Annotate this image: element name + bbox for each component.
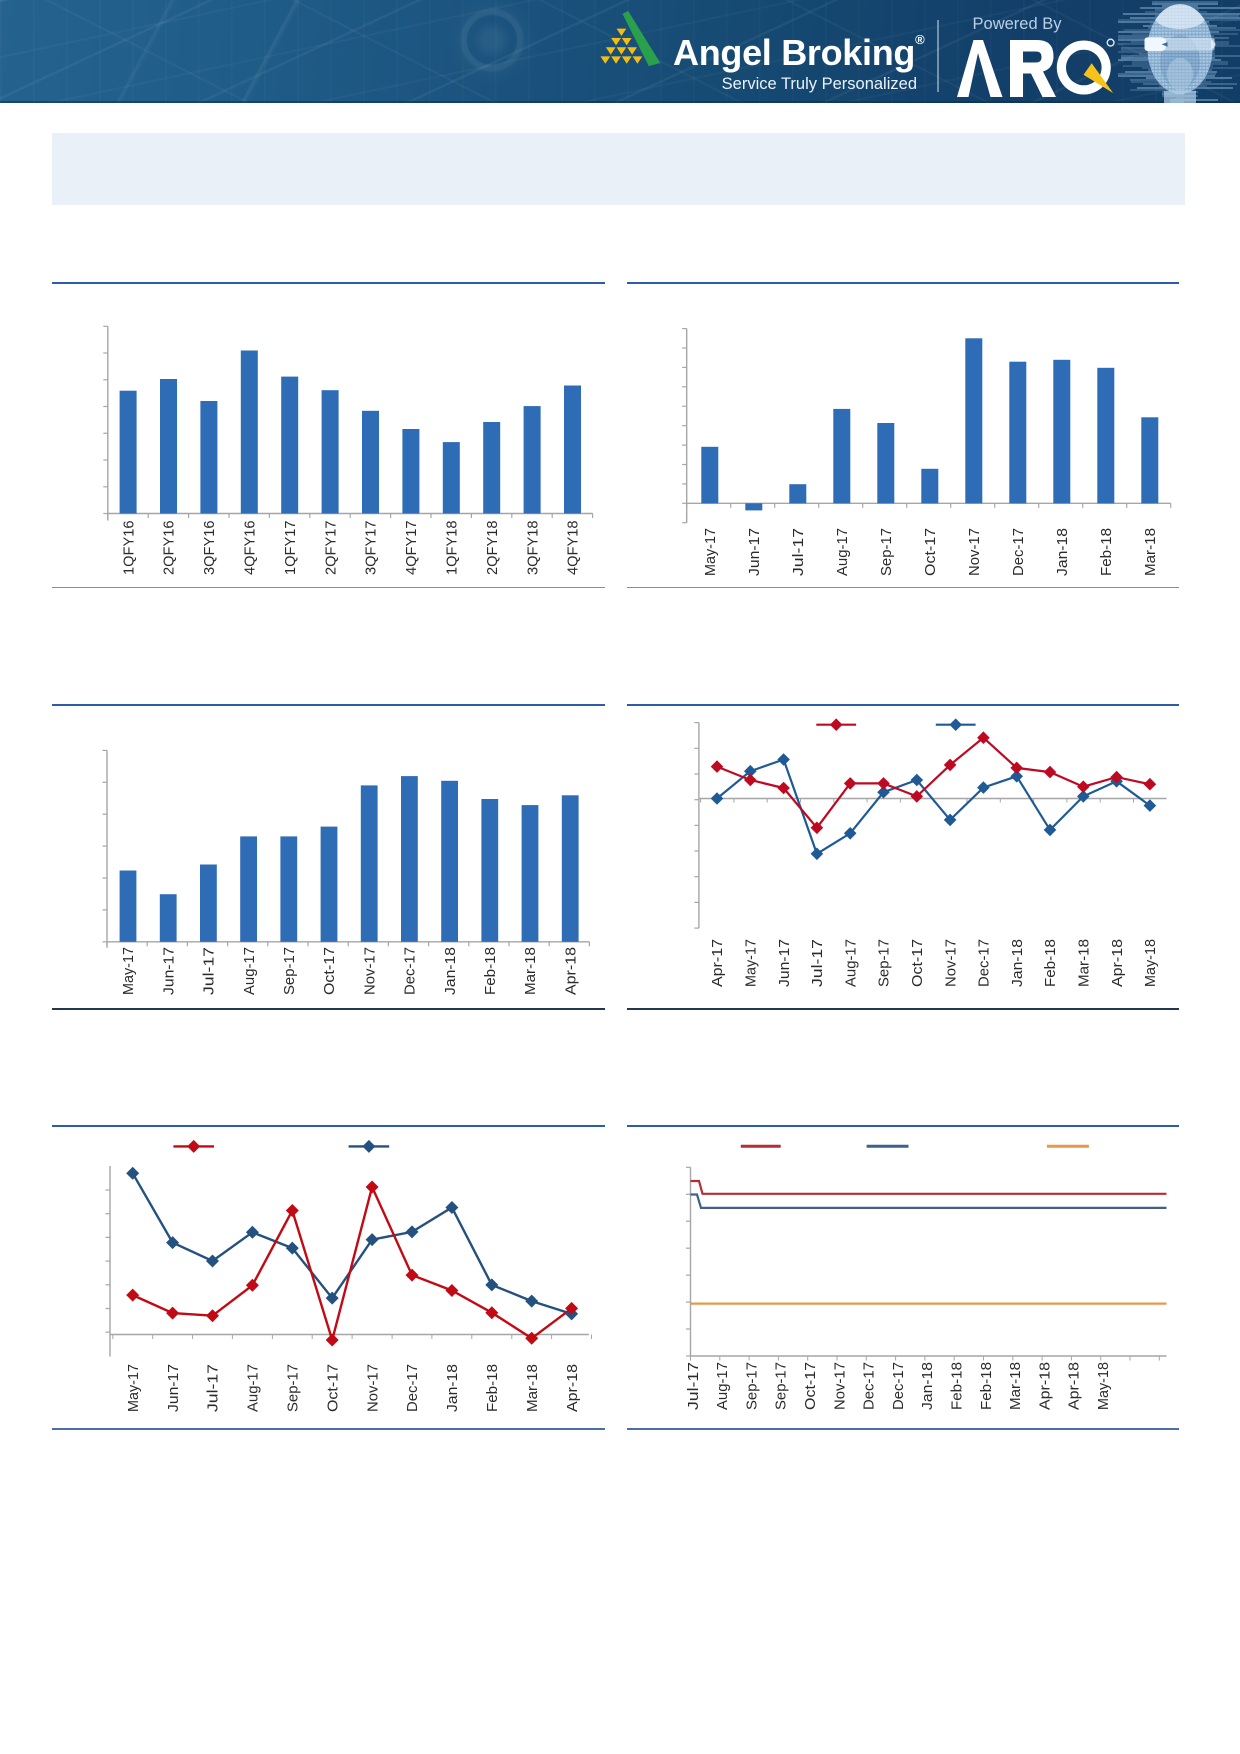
svg-text:May-17: May-17 bbox=[743, 939, 760, 987]
svg-text:May-17: May-17 bbox=[125, 1364, 142, 1412]
svg-text:3QFY18: 3QFY18 bbox=[524, 521, 541, 576]
svg-text:Feb-18: Feb-18 bbox=[1042, 939, 1059, 987]
svg-text:Jan-18: Jan-18 bbox=[1009, 939, 1026, 987]
svg-text:Apr-18: Apr-18 bbox=[1109, 939, 1126, 987]
svg-text:2QFY17: 2QFY17 bbox=[322, 521, 339, 576]
svg-text:Apr-18: Apr-18 bbox=[564, 1364, 581, 1412]
svg-text:Nov-17: Nov-17 bbox=[831, 1362, 848, 1410]
svg-text:Jun-17: Jun-17 bbox=[746, 528, 763, 576]
svg-text:Jan-18: Jan-18 bbox=[444, 1364, 461, 1412]
svg-text:Mar-18: Mar-18 bbox=[1007, 1362, 1024, 1410]
svg-text:Feb-18: Feb-18 bbox=[978, 1362, 995, 1410]
svg-text:Mar-18: Mar-18 bbox=[1142, 528, 1159, 576]
svg-text:Jun-17: Jun-17 bbox=[776, 939, 793, 987]
svg-text:Dec-17: Dec-17 bbox=[976, 939, 993, 987]
svg-text:Nov-17: Nov-17 bbox=[942, 939, 959, 987]
svg-text:Jul-17: Jul-17 bbox=[790, 528, 807, 576]
svg-text:Feb-18: Feb-18 bbox=[1098, 528, 1115, 576]
svg-text:Jul-17: Jul-17 bbox=[809, 939, 826, 987]
svg-text:2QFY16: 2QFY16 bbox=[161, 521, 178, 576]
svg-text:Aug-17: Aug-17 bbox=[241, 947, 258, 995]
svg-text:Jan-18: Jan-18 bbox=[1054, 528, 1071, 576]
svg-text:3QFY16: 3QFY16 bbox=[201, 521, 218, 576]
svg-text:Jan-18: Jan-18 bbox=[442, 947, 459, 995]
svg-text:Apr-18: Apr-18 bbox=[1066, 1362, 1083, 1410]
svg-text:May-17: May-17 bbox=[120, 947, 137, 995]
svg-text:Jul-17: Jul-17 bbox=[685, 1362, 702, 1410]
svg-text:Oct-17: Oct-17 bbox=[321, 947, 338, 995]
svg-text:Apr-18: Apr-18 bbox=[1036, 1362, 1053, 1410]
svg-text:Aug-17: Aug-17 bbox=[714, 1362, 731, 1410]
svg-text:Dec-17: Dec-17 bbox=[402, 947, 419, 995]
svg-text:3QFY17: 3QFY17 bbox=[363, 521, 380, 576]
svg-text:Jul-17: Jul-17 bbox=[201, 947, 218, 995]
svg-text:Sep-17: Sep-17 bbox=[285, 1364, 302, 1412]
svg-text:Apr-18: Apr-18 bbox=[562, 947, 579, 995]
svg-text:May-17: May-17 bbox=[702, 528, 719, 576]
svg-text:Feb-18: Feb-18 bbox=[484, 1364, 501, 1412]
svg-text:Mar-18: Mar-18 bbox=[1076, 939, 1093, 987]
svg-text:Sep-17: Sep-17 bbox=[876, 939, 893, 987]
svg-text:Jun-17: Jun-17 bbox=[165, 1364, 182, 1412]
svg-text:Mar-18: Mar-18 bbox=[522, 947, 539, 995]
svg-text:Dec-17: Dec-17 bbox=[1010, 528, 1027, 576]
svg-text:Jun-17: Jun-17 bbox=[160, 947, 177, 995]
svg-text:Sep-17: Sep-17 bbox=[281, 947, 298, 995]
svg-text:Oct-17: Oct-17 bbox=[922, 528, 939, 576]
svg-text:Dec-17: Dec-17 bbox=[861, 1362, 878, 1410]
svg-text:Nov-17: Nov-17 bbox=[364, 1364, 381, 1412]
svg-text:Mar-18: Mar-18 bbox=[524, 1364, 541, 1412]
svg-text:Aug-17: Aug-17 bbox=[834, 528, 851, 576]
svg-text:Nov-17: Nov-17 bbox=[361, 947, 378, 995]
svg-text:Aug-17: Aug-17 bbox=[245, 1364, 262, 1412]
svg-text:4QFY17: 4QFY17 bbox=[403, 521, 420, 576]
svg-text:Feb-18: Feb-18 bbox=[949, 1362, 966, 1410]
svg-text:1QFY17: 1QFY17 bbox=[282, 521, 299, 576]
svg-text:4QFY18: 4QFY18 bbox=[565, 521, 582, 576]
svg-text:Jul-17: Jul-17 bbox=[205, 1364, 222, 1412]
svg-text:Apr-17: Apr-17 bbox=[709, 939, 726, 987]
svg-text:Sep-17: Sep-17 bbox=[878, 528, 895, 576]
svg-text:Sep-17: Sep-17 bbox=[773, 1362, 790, 1410]
svg-text:1QFY16: 1QFY16 bbox=[120, 521, 137, 576]
svg-text:Oct-17: Oct-17 bbox=[802, 1362, 819, 1410]
svg-text:Nov-17: Nov-17 bbox=[966, 528, 983, 576]
svg-text:4QFY16: 4QFY16 bbox=[242, 521, 259, 576]
svg-text:Dec-17: Dec-17 bbox=[404, 1364, 421, 1412]
svg-text:2QFY18: 2QFY18 bbox=[484, 521, 501, 576]
svg-text:Feb-18: Feb-18 bbox=[482, 947, 499, 995]
svg-text:May-18: May-18 bbox=[1095, 1362, 1112, 1410]
svg-text:Jan-18: Jan-18 bbox=[919, 1362, 936, 1410]
svg-text:May-18: May-18 bbox=[1142, 939, 1159, 987]
svg-text:Aug-17: Aug-17 bbox=[842, 939, 859, 987]
svg-text:1QFY18: 1QFY18 bbox=[444, 521, 461, 576]
svg-text:Dec-17: Dec-17 bbox=[890, 1362, 907, 1410]
svg-text:Oct-17: Oct-17 bbox=[324, 1364, 341, 1412]
svg-text:Oct-17: Oct-17 bbox=[909, 939, 926, 987]
svg-text:Sep-17: Sep-17 bbox=[743, 1362, 760, 1410]
